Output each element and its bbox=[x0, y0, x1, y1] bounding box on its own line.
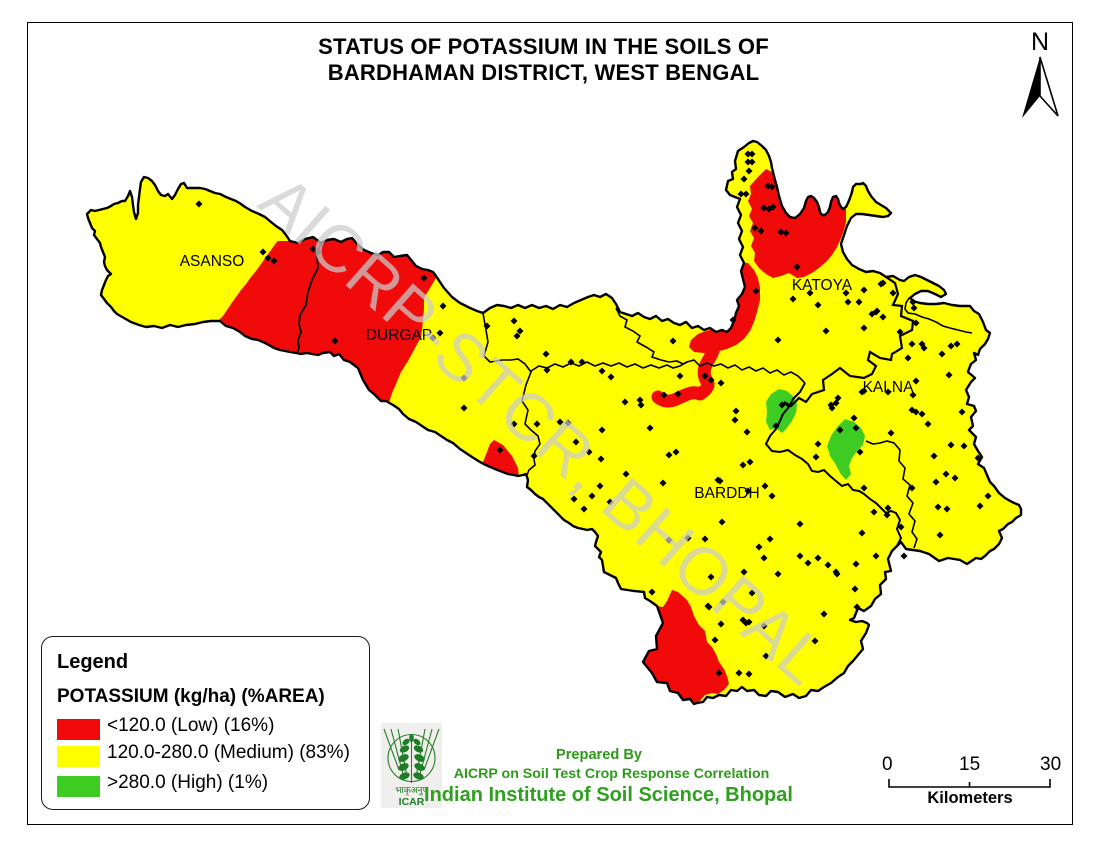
svg-text:भाकृअनुप: भाकृअनुप bbox=[395, 785, 428, 796]
svg-text:KATOYA: KATOYA bbox=[792, 277, 853, 294]
svg-text:KALNA: KALNA bbox=[863, 379, 914, 396]
svg-text:ICAR: ICAR bbox=[399, 796, 425, 808]
svg-text:N: N bbox=[1031, 28, 1049, 56]
svg-text:ASANSO: ASANSO bbox=[180, 253, 245, 270]
svg-text:BARDDH: BARDDH bbox=[694, 485, 759, 502]
svg-text:DURGAP: DURGAP bbox=[366, 327, 432, 344]
